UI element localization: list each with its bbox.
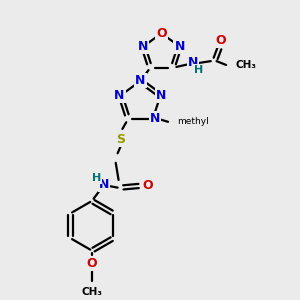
Text: N: N: [138, 40, 148, 53]
Text: N: N: [114, 89, 125, 102]
Text: O: O: [215, 34, 226, 46]
Text: O: O: [156, 27, 167, 40]
Text: N: N: [188, 56, 198, 69]
Text: O: O: [87, 257, 97, 270]
Text: H: H: [194, 65, 203, 75]
Text: O: O: [143, 179, 154, 192]
Text: N: N: [156, 89, 167, 102]
Text: N: N: [135, 74, 146, 88]
Text: CH₃: CH₃: [236, 60, 256, 70]
Text: N: N: [99, 178, 110, 191]
Text: H: H: [92, 173, 101, 183]
Text: S: S: [116, 134, 125, 146]
Text: N: N: [149, 112, 160, 125]
Text: methyl: methyl: [178, 117, 209, 126]
Text: N: N: [174, 40, 185, 53]
Text: CH₃: CH₃: [81, 287, 102, 297]
